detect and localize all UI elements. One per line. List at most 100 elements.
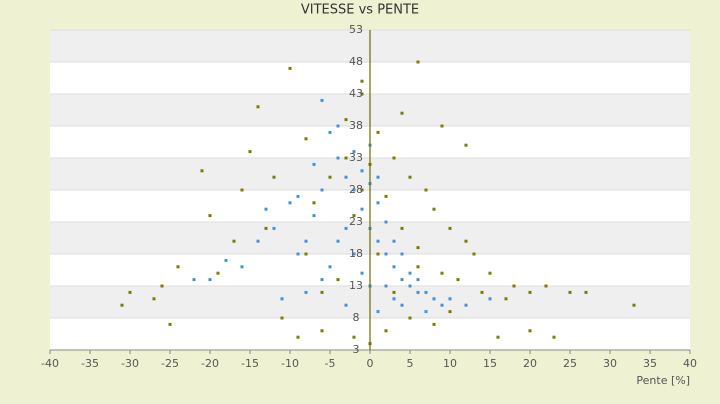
data-point <box>440 303 444 307</box>
data-point <box>384 252 388 256</box>
x-tick-label: 0 <box>367 357 374 370</box>
data-point <box>304 252 308 256</box>
data-point <box>152 297 156 301</box>
data-point <box>344 156 348 160</box>
data-point <box>424 310 428 314</box>
x-tick-label: -35 <box>81 357 99 370</box>
data-point <box>360 207 364 211</box>
data-point <box>416 290 420 294</box>
x-tick-label: 5 <box>407 357 414 370</box>
data-point <box>384 194 388 198</box>
data-point <box>312 162 316 166</box>
data-point <box>336 156 340 160</box>
data-point <box>328 130 332 134</box>
x-tick-label: 40 <box>683 357 697 370</box>
data-point <box>336 278 340 282</box>
x-tick-label: -40 <box>41 357 59 370</box>
x-tick-label: -15 <box>241 357 259 370</box>
x-tick-label: 10 <box>443 357 457 370</box>
x-tick-label: 30 <box>603 357 617 370</box>
data-point <box>320 278 324 282</box>
data-point <box>416 278 420 282</box>
data-point <box>528 290 532 294</box>
data-point <box>264 207 268 211</box>
data-point <box>528 329 532 333</box>
y-tick-label: 23 <box>349 215 363 228</box>
data-point <box>448 310 452 314</box>
data-point <box>304 290 308 294</box>
data-point <box>432 297 436 301</box>
data-point <box>264 226 268 230</box>
data-point <box>400 303 404 307</box>
data-point <box>256 239 260 243</box>
data-point <box>504 297 508 301</box>
data-point <box>208 278 212 282</box>
data-point <box>488 297 492 301</box>
x-tick-label: -20 <box>201 357 219 370</box>
data-point <box>488 271 492 275</box>
data-point <box>584 290 588 294</box>
x-tick-label: -30 <box>121 357 139 370</box>
data-point <box>336 239 340 243</box>
data-point <box>320 98 324 102</box>
data-point <box>344 175 348 179</box>
y-tick-label: 28 <box>349 183 363 196</box>
data-point <box>296 335 300 339</box>
data-point <box>496 335 500 339</box>
data-point <box>352 335 356 339</box>
data-point <box>192 278 196 282</box>
data-point <box>480 290 484 294</box>
y-tick-label: 48 <box>349 55 363 68</box>
data-point <box>400 111 404 115</box>
y-tick-label: 53 <box>349 23 363 36</box>
data-point <box>176 265 180 269</box>
data-point <box>400 252 404 256</box>
data-point <box>280 316 284 320</box>
data-point <box>408 175 412 179</box>
data-point <box>160 284 164 288</box>
y-tick-label: 13 <box>349 279 363 292</box>
data-point <box>344 226 348 230</box>
data-point <box>280 297 284 301</box>
y-tick-label: 33 <box>349 151 363 164</box>
data-point <box>296 194 300 198</box>
chart-title: VITESSE vs PENTE <box>301 3 419 18</box>
data-point <box>208 214 212 218</box>
x-tick-label: 20 <box>523 357 537 370</box>
y-tick-label: 3 <box>353 343 360 356</box>
data-point <box>408 271 412 275</box>
data-point <box>312 201 316 205</box>
data-point <box>320 188 324 192</box>
data-point <box>432 322 436 326</box>
x-axis-label: Pente [%] <box>636 374 690 387</box>
data-point <box>392 239 396 243</box>
data-point <box>464 143 468 147</box>
data-point <box>376 201 380 205</box>
data-point <box>232 239 236 243</box>
data-point <box>552 335 556 339</box>
y-tick-label: 18 <box>349 247 363 260</box>
data-point <box>384 329 388 333</box>
data-point <box>304 239 308 243</box>
data-point <box>352 188 356 192</box>
x-tick-label: 35 <box>643 357 657 370</box>
data-point <box>448 226 452 230</box>
data-point <box>376 310 380 314</box>
data-point <box>200 169 204 173</box>
data-point <box>392 297 396 301</box>
data-point <box>448 297 452 301</box>
data-point <box>256 105 260 109</box>
data-point <box>432 207 436 211</box>
data-point <box>456 278 460 282</box>
data-point <box>416 265 420 269</box>
data-point <box>360 271 364 275</box>
data-point <box>272 226 276 230</box>
data-point <box>344 118 348 122</box>
y-tick-label: 38 <box>349 119 363 132</box>
data-point <box>472 252 476 256</box>
data-point <box>400 226 404 230</box>
data-point <box>352 214 356 218</box>
data-point <box>336 124 340 128</box>
x-tick-label: -25 <box>161 357 179 370</box>
